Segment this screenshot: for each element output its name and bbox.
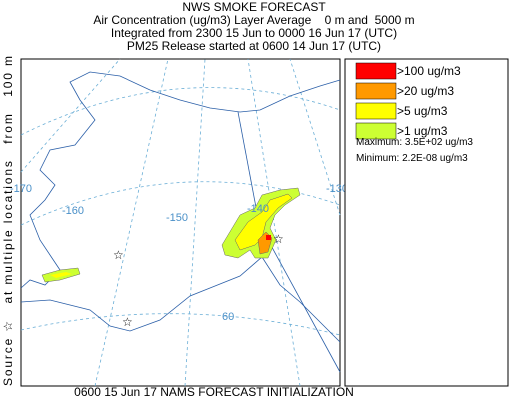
footer: 0600 15 Jun 17 NAMS FORECAST INITIALIZAT… (74, 385, 354, 399)
longitude-label: -140 (247, 203, 269, 215)
source-label: Source ☆ at multiple locations from 100 … (1, 56, 15, 386)
subtitle: PM25 Release started at 0600 14 Jun 17 (… (127, 39, 381, 53)
star: ☆ (113, 248, 124, 262)
maximum: Maximum: 3.5E+02 ug/m3 (356, 137, 473, 148)
legend-swatch (355, 122, 397, 140)
legend-label: >20 ug/m3 (397, 84, 454, 98)
map-frame: ☆ ☆ ☆ -170 -160 -150 -140 -130 60 (10, 58, 348, 387)
minimum: Minimum: 2.2E-08 ug/m3 (356, 153, 468, 164)
star: ☆ (273, 232, 284, 246)
legend-label: >5 ug/m3 (397, 104, 448, 118)
legend-swatch (355, 102, 397, 120)
latitude-label: 60 (222, 311, 234, 323)
legend-label: >100 ug/m3 (397, 64, 461, 78)
legend-label: >1 ug/m3 (397, 124, 448, 138)
longitude-label: -130 (326, 183, 348, 195)
smoke-plume (41, 187, 301, 283)
source-stars: ☆ ☆ ☆ (113, 232, 284, 329)
title: NWS SMOKE FORECAST (182, 0, 326, 14)
longitude-label: -160 (62, 205, 84, 217)
longitude-label: -170 (10, 183, 32, 195)
map-border (20, 58, 341, 387)
legend: >100 ug/m3 >20 ug/m3 >5 ug/m3 >1 ug/m3Maxim… (344, 58, 509, 387)
legend-swatch (355, 82, 397, 100)
subtitle: Integrated from 2300 15 Jun to 0000 16 J… (111, 26, 397, 40)
star: ☆ (122, 315, 133, 329)
longitude-label: -150 (166, 212, 188, 224)
subtitle: Air Concentration (ug/m3) Layer Average … (93, 13, 414, 27)
legend-swatch (355, 62, 397, 80)
